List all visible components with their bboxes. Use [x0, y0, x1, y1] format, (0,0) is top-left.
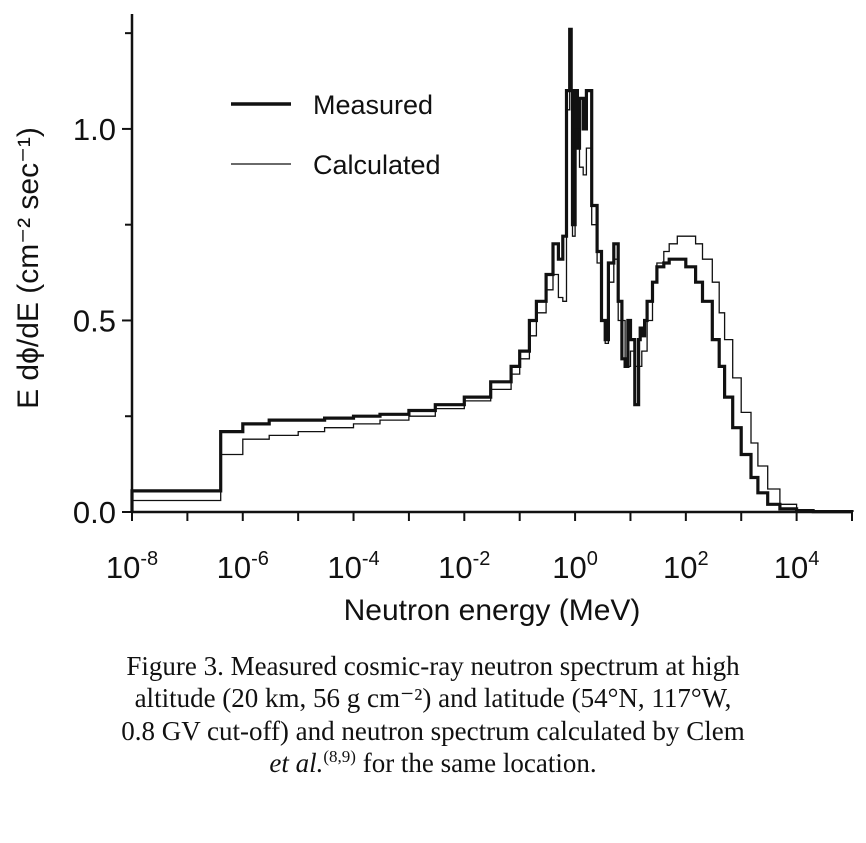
caption-line-4: et al.(8,9) for the same location.: [0, 747, 866, 779]
x-tick-label: 100: [552, 548, 598, 585]
series-line-calculated: [131, 89, 853, 512]
caption-line-4-rest: for the same location.: [355, 748, 597, 779]
x-tick-label: 10-2: [438, 548, 490, 585]
chart: 10-8 10-6 10-4 10-2 100 102 104 0.0 0.5 1.0 Measu…: [12, 14, 854, 627]
y-tick-label: 0.5: [73, 303, 116, 338]
axes: 10-8 10-6 10-4 10-2 100 102 104 0.0 0.5 1.0: [73, 14, 853, 585]
x-tick-label: 10-4: [327, 548, 379, 585]
x-tick-label: 102: [663, 548, 709, 585]
series-group: [130, 27, 854, 514]
caption-line-1: Figure 3. Measured cosmic-ray neutron sp…: [126, 651, 740, 681]
x-tick-label: 10-6: [217, 548, 269, 585]
x-tick-label: 104: [774, 548, 820, 585]
caption-line-3: 0.8 GV cut-off) and neutron spectrum cal…: [121, 715, 745, 746]
y-axis-title: E dϕ/dE (cm⁻² sec⁻¹): [12, 127, 45, 409]
caption-line-2: altitude (20 km, 56 g cm⁻²) and latitude…: [134, 683, 732, 714]
legend-label-calculated: Calculated: [313, 150, 441, 180]
x-tick-label: 10-8: [106, 548, 158, 585]
legend: Measured Calculated: [231, 90, 441, 180]
caption-reference: (8,9): [323, 747, 356, 767]
figure-caption: Figure 3. Measured cosmic-ray neutron sp…: [0, 650, 866, 780]
x-axis-title: Neutron energy (MeV): [344, 594, 641, 627]
y-tick-label: 0.0: [73, 495, 116, 530]
legend-label-measured: Measured: [313, 90, 433, 120]
series-line-measured: [130, 27, 854, 514]
caption-et-al: et al.: [269, 748, 324, 779]
y-tick-label: 1.0: [73, 112, 116, 147]
